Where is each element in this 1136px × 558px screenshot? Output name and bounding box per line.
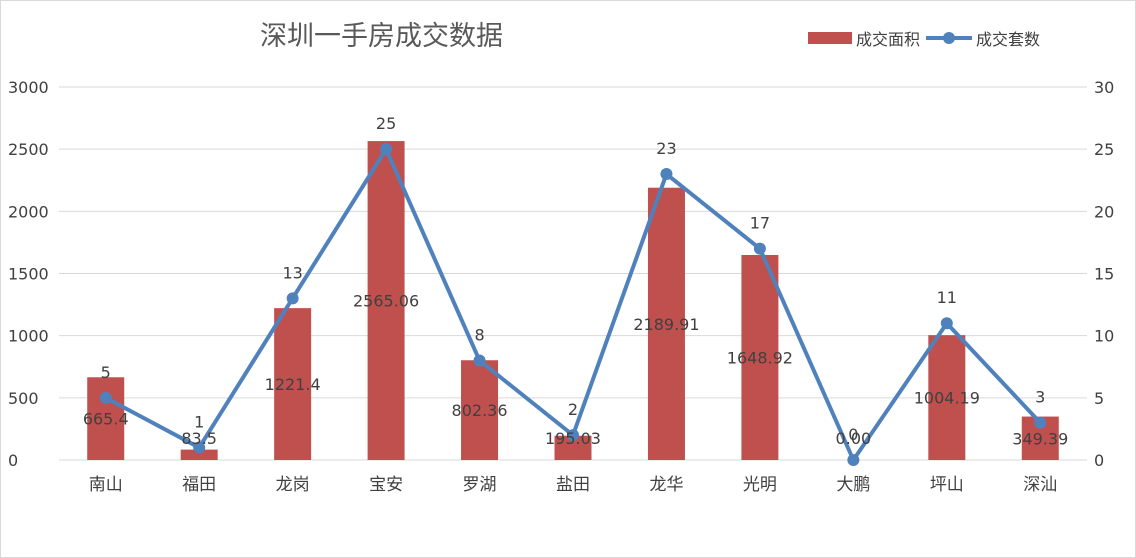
bar-data-label: 2189.91 [633, 315, 699, 334]
legend-swatch-bar [808, 32, 852, 44]
y-left-tick-label: 1500 [8, 265, 49, 284]
legend-item-area: 成交面积 [808, 26, 920, 50]
y-left-tick-label: 1000 [8, 327, 49, 346]
y-right-tick-label: 30 [1094, 78, 1114, 97]
x-tick-label: 深汕 [1023, 475, 1057, 495]
x-tick-label: 龙华 [649, 475, 683, 495]
line-data-label: 25 [376, 114, 396, 133]
y-left-tick-label: 500 [8, 389, 39, 408]
line-point [567, 429, 579, 442]
y-right-tick-label: 10 [1094, 327, 1114, 346]
bar [274, 308, 312, 460]
bar-data-label: 1004.19 [914, 389, 980, 408]
line-data-label: 3 [1035, 388, 1045, 407]
bar-data-label: 349.39 [1012, 429, 1068, 448]
bar-data-label: 665.4 [83, 410, 129, 429]
bar [647, 187, 685, 460]
legend-swatch-line [926, 32, 973, 44]
bar [461, 360, 499, 460]
line-point [660, 168, 673, 181]
line-point [380, 143, 393, 156]
line-data-label: 0 [848, 425, 858, 444]
bar [928, 335, 966, 460]
legend-label-count: 成交套数 [976, 30, 1041, 49]
x-tick-label: 龙岗 [276, 475, 310, 495]
y-right-tick-label: 20 [1094, 202, 1114, 221]
line-data-label: 13 [282, 263, 302, 282]
chart-title: 深圳一手房成交数据 [260, 21, 503, 52]
y-right-tick-label: 15 [1094, 265, 1114, 284]
line-data-label: 17 [750, 214, 770, 233]
y-left-tick-label: 0 [8, 451, 18, 470]
bar-data-label: 2565.06 [353, 292, 419, 311]
bar-data-label: 1648.92 [727, 348, 793, 367]
x-tick-label: 坪山 [930, 475, 964, 495]
y-right-tick-label: 25 [1094, 140, 1114, 159]
x-tick-label: 盐田 [556, 475, 590, 495]
legend-item-count: 成交套数 [926, 26, 1040, 50]
line-data-label: 11 [937, 288, 957, 307]
line-point [473, 354, 486, 367]
y-left-tick-label: 3000 [8, 78, 49, 97]
x-tick-label: 南山 [89, 475, 123, 495]
y-left-tick-label: 2000 [8, 202, 49, 221]
bar-data-label: 195.03 [545, 429, 601, 448]
line-point [193, 441, 206, 454]
line-point [753, 242, 766, 255]
legend-label-area: 成交面积 [856, 30, 921, 49]
bar-data-label: 802.36 [452, 401, 508, 420]
line-point [286, 292, 299, 305]
line-data-label: 8 [474, 326, 484, 345]
y-right-tick-label: 0 [1094, 451, 1104, 470]
x-tick-label: 大鹏 [836, 475, 870, 495]
line-point [940, 317, 953, 330]
y-right-tick-label: 5 [1094, 389, 1104, 408]
line-point [847, 454, 860, 466]
line-data-label: 1 [194, 413, 204, 432]
bar-data-label: 1221.4 [265, 375, 321, 394]
bar [741, 254, 779, 460]
legend: 成交面积 成交套数 [808, 26, 1046, 50]
bar [367, 141, 405, 460]
bar [87, 377, 125, 460]
bar [180, 449, 218, 460]
x-tick-label: 福田 [182, 475, 216, 495]
x-tick-label: 罗湖 [463, 475, 497, 495]
bar-data-label: 83.5 [181, 429, 217, 448]
y-left-tick-label: 2500 [8, 140, 49, 159]
line-data-label: 5 [101, 363, 111, 382]
x-tick-label: 宝安 [369, 475, 403, 495]
line-point [99, 391, 112, 404]
line-data-label: 23 [656, 139, 676, 158]
x-tick-label: 光明 [743, 475, 777, 495]
line-point [1034, 416, 1047, 429]
line-data-label: 2 [568, 400, 578, 419]
bar-data-label: 0.00 [836, 429, 872, 448]
